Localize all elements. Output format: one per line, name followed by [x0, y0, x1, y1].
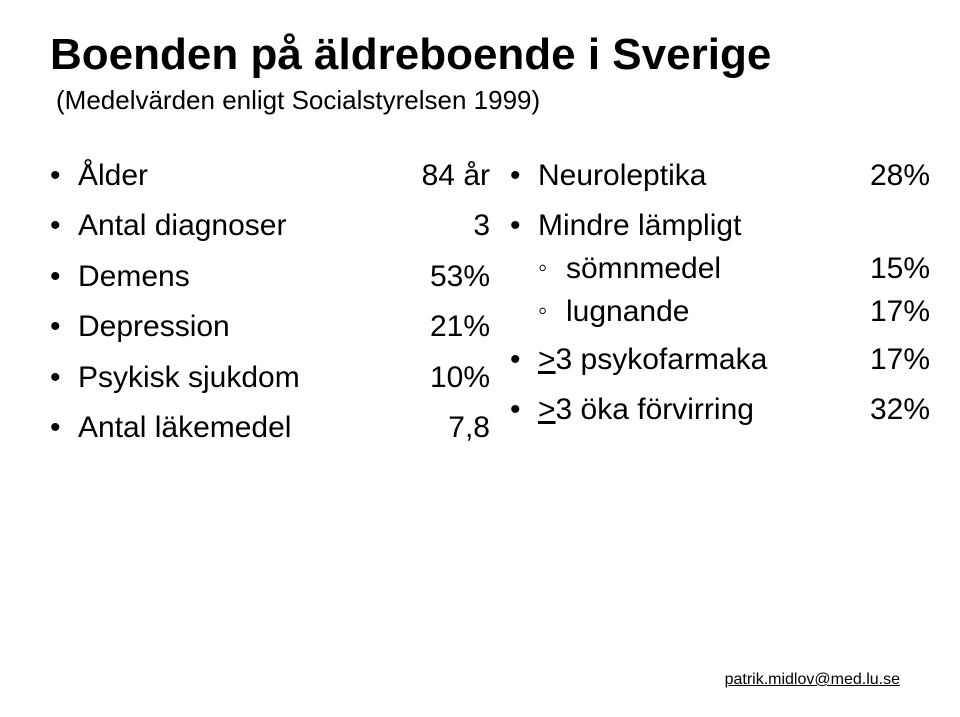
item-value: 15% [870, 247, 930, 291]
list-item: Demens53% [50, 257, 490, 298]
item-label: Antal läkemedel [78, 408, 448, 449]
item-label: lugnande [566, 290, 870, 334]
right-list: Neuroleptika28% Mindre lämpligt [510, 156, 930, 247]
item-label: Neuroleptika [538, 156, 870, 197]
list-item: Neuroleptika28% [510, 156, 930, 197]
item-label: >3 öka förvirring [538, 390, 870, 431]
list-item: Psykisk sjukdom10% [50, 358, 490, 399]
item-value: 7,8 [448, 408, 490, 449]
item-label: >3 psykofarmaka [538, 340, 870, 381]
item-value: 17% [870, 290, 930, 334]
sublist-item: lugnande17% [538, 290, 930, 334]
left-list: Ålder84 år Antal diagnoser3 Demens53% De… [50, 156, 490, 449]
list-item: >3 psykofarmaka17% [510, 340, 930, 381]
item-value: 10% [430, 358, 490, 399]
item-label: Psykisk sjukdom [78, 358, 430, 399]
item-label: Depression [78, 307, 430, 348]
footer-email[interactable]: patrik.midlov@med.lu.se [725, 671, 900, 689]
item-label: Antal diagnoser [78, 206, 473, 247]
item-value: 21% [430, 307, 490, 348]
right-sublist: sömnmedel15% lugnande17% [538, 247, 930, 334]
item-label: Ålder [78, 156, 422, 197]
list-item: Depression21% [50, 307, 490, 348]
list-item: Antal läkemedel7,8 [50, 408, 490, 449]
slide-subtitle: (Medelvärden enligt Socialstyrelsen 1999… [50, 85, 910, 116]
columns: Ålder84 år Antal diagnoser3 Demens53% De… [50, 156, 910, 459]
left-column: Ålder84 år Antal diagnoser3 Demens53% De… [50, 156, 490, 459]
list-item: Antal diagnoser3 [50, 206, 490, 247]
item-value: 3 [473, 206, 490, 247]
ge-symbol: > [538, 343, 556, 376]
item-value: 28% [870, 156, 930, 197]
list-item: >3 öka förvirring32% [510, 390, 930, 431]
right-column: Neuroleptika28% Mindre lämpligt sömnmede… [510, 156, 930, 459]
item-value: 32% [870, 390, 930, 431]
slide-title: Boenden på äldreboende i Sverige [50, 30, 910, 81]
item-label: sömnmedel [566, 247, 870, 291]
sublist-item: sömnmedel15% [538, 247, 930, 291]
slide: Boenden på äldreboende i Sverige (Medelv… [0, 0, 960, 717]
item-value: 84 år [422, 156, 490, 197]
list-item: Mindre lämpligt [510, 206, 930, 247]
item-value: 17% [870, 340, 930, 381]
item-value: 53% [430, 257, 490, 298]
right-list-continued: >3 psykofarmaka17% >3 öka förvirring32% [510, 340, 930, 431]
item-label: Demens [78, 257, 430, 298]
ge-symbol: > [538, 393, 556, 426]
item-label: Mindre lämpligt [538, 206, 930, 247]
list-item: Ålder84 år [50, 156, 490, 197]
